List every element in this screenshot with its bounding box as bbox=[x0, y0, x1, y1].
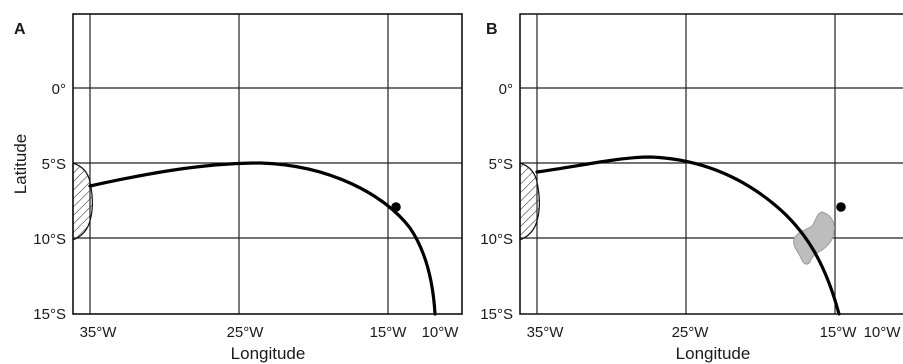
panel-b-lon-tick-15w: 15°W bbox=[820, 324, 858, 341]
panel-b-lon-tick-10w: 10°W bbox=[864, 324, 902, 341]
panel-b-grey-area bbox=[793, 211, 835, 265]
panel-a-lon-tick-35w: 35°W bbox=[80, 324, 118, 341]
panel-a-lon-tick-15w: 15°W bbox=[370, 324, 408, 341]
panel-a-xlabel: Longitude bbox=[231, 344, 306, 363]
panel-b: B 0° 5°S 10°S 15°S 35°W 25°W 15°W 10°W bbox=[480, 13, 903, 363]
panel-b-grid bbox=[520, 14, 903, 314]
panel-b-lat-tick-5s: 5°S bbox=[489, 156, 513, 173]
panel-a-coastline bbox=[72, 162, 94, 241]
panel-b-lon-tick-25w: 25°W bbox=[672, 324, 710, 341]
panel-b-lat-tick-15s: 15°S bbox=[480, 306, 513, 323]
panel-b-track bbox=[535, 155, 841, 316]
panel-a-track bbox=[88, 161, 437, 316]
panel-b-lat-tick-10s: 10°S bbox=[480, 231, 513, 248]
panel-a-lat-tick-10s: 10°S bbox=[33, 231, 66, 248]
panel-a-lat-tick-15s: 15°S bbox=[33, 306, 66, 323]
panel-a-lon-tick-25w: 25°W bbox=[227, 324, 265, 341]
panel-a-letter: A bbox=[14, 21, 26, 38]
panel-a-lat-tick-5s: 5°S bbox=[42, 156, 66, 173]
panel-b-frame bbox=[519, 13, 903, 315]
panel-b-point bbox=[836, 202, 846, 212]
panel-a-ylabel: Latitude bbox=[11, 134, 30, 195]
panel-a-frame bbox=[72, 13, 463, 315]
panel-b-letter: B bbox=[486, 21, 498, 38]
panel-b-xlabel: Longitude bbox=[676, 344, 751, 363]
panel-b-lon-tick-35w: 35°W bbox=[527, 324, 565, 341]
panel-a-lat-tick-0: 0° bbox=[52, 81, 66, 98]
panel-a-lon-tick-10w: 10°W bbox=[422, 324, 460, 341]
panel-a: A 0° 5°S 10°S 15°S 35°W 25°W 15°W 10°W L… bbox=[11, 13, 463, 363]
panel-b-coastline bbox=[519, 162, 541, 241]
panel-b-lat-tick-0: 0° bbox=[499, 81, 513, 98]
panel-a-point bbox=[391, 202, 401, 212]
